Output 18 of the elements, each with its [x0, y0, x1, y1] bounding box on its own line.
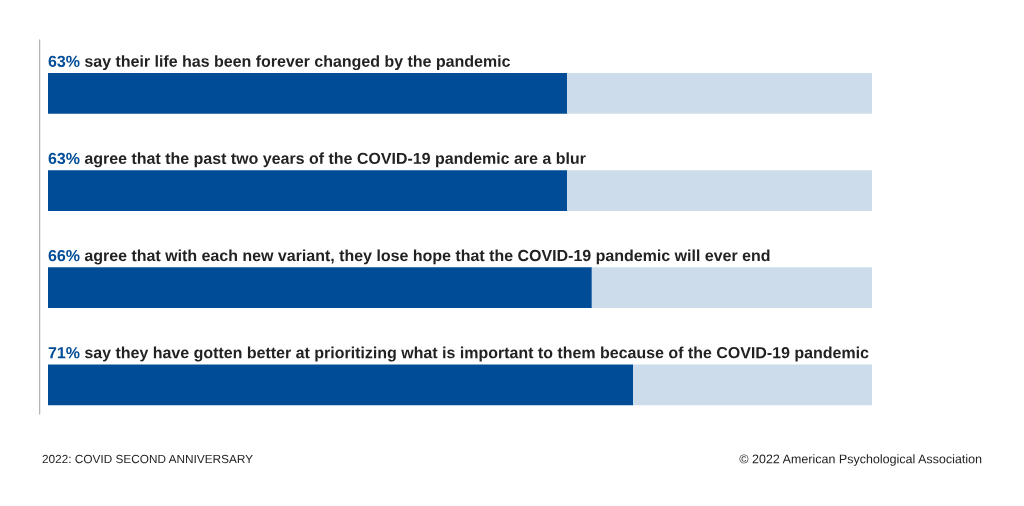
data-label: 71% — [48, 347, 80, 359]
y-tick-label: agree that the past two years of the COVID-19 pandemic are a blur — [84, 152, 586, 168]
bar — [48, 170, 568, 211]
bar — [633, 364, 872, 406]
data-label: 63% — [48, 152, 80, 165]
bar — [48, 267, 592, 309]
y-tick-label: agree that with each new variant, they lose hope that the COVID-19 pandemic will ever end — [84, 249, 770, 265]
bar — [567, 170, 872, 211]
bar — [48, 364, 634, 406]
data-label: 66% — [48, 249, 80, 262]
bar — [567, 73, 872, 114]
text: 2022: COVID SECOND ANNIVERSARY — [42, 454, 253, 464]
y-tick-label: say they have gotten better at prioritizing what is important to them because of the COVID-19 pandemic — [84, 346, 869, 362]
text: © 2022 American Psychological Association — [739, 454, 982, 466]
bar — [48, 73, 568, 114]
y-tick-label: say their life has been forever changed by the pandemic — [84, 55, 510, 71]
bar — [591, 267, 872, 309]
data-label: 63% — [48, 55, 80, 67]
